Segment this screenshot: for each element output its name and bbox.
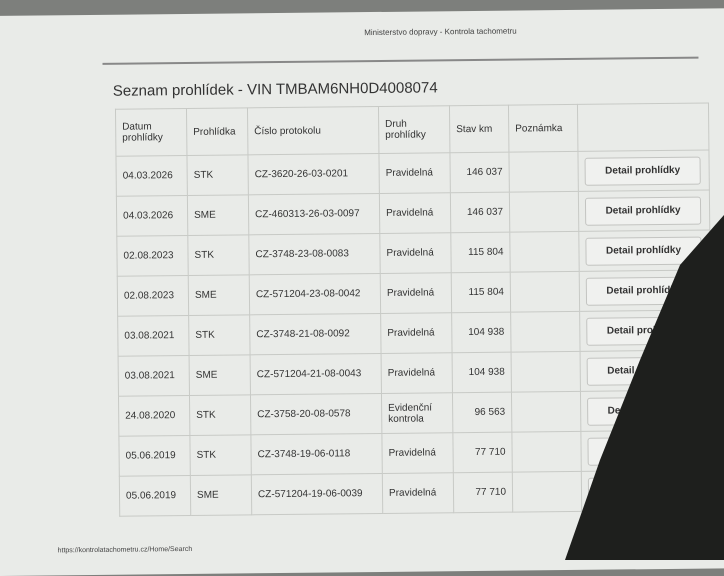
- foreground-object: [565, 215, 724, 560]
- page: Seznam prohlídek {"header": {"title": "M…: [0, 8, 724, 576]
- screen: Ministerstvo dopravy - Kontrola tachomet…: [0, 8, 724, 576]
- dark-object: [565, 215, 724, 560]
